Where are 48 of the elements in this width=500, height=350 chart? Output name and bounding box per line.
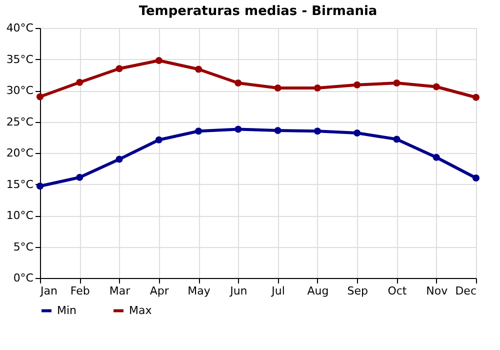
y-tick-label: 10°C (6, 209, 34, 222)
point (314, 128, 321, 135)
point (432, 154, 440, 161)
x-tick-label: Feb (70, 284, 90, 298)
point (274, 126, 282, 134)
point (36, 93, 44, 100)
x-tick-label: Jan (40, 284, 58, 298)
x-tick-label: Mar (109, 284, 131, 298)
x-tick-label: May (188, 284, 211, 298)
legend-label: Min (57, 304, 77, 317)
point (354, 81, 361, 88)
legend-label: Max (129, 304, 152, 317)
point (116, 156, 123, 163)
point (432, 83, 440, 90)
point (234, 126, 242, 133)
point (274, 84, 282, 92)
x-tick-label: Jul (270, 284, 285, 298)
x-tick-label: Apr (150, 284, 170, 298)
point (155, 136, 162, 144)
point (314, 84, 321, 92)
point (472, 94, 480, 101)
point (155, 56, 162, 64)
x-tick-label: Sep (347, 284, 368, 298)
point (393, 136, 400, 143)
y-tick-label: 40°C (6, 22, 34, 34)
point (472, 174, 480, 182)
point (195, 66, 202, 73)
y-tick-label: 20°C (6, 146, 34, 160)
y-tick-label: 35°C (6, 52, 34, 66)
y-tick-label: 30°C (6, 84, 34, 97)
x-tick-label: Jun (229, 284, 248, 298)
y-tick-label: 0°C (13, 272, 34, 284)
point (195, 128, 202, 135)
point (354, 129, 361, 137)
chart-title: Temperaturas medias - Birmania (138, 4, 378, 19)
point (36, 182, 44, 190)
x-tick-label: Nov (426, 284, 448, 298)
y-tick-label: 25°C (6, 115, 34, 128)
x-tick-label: Oct (388, 284, 408, 298)
x-tick-label: Aug (307, 284, 329, 298)
point (76, 78, 84, 86)
x-tick-label: Dec (455, 284, 476, 298)
point (234, 79, 242, 87)
point (116, 65, 123, 72)
y-tick-label: 5°C (13, 240, 34, 254)
point (393, 79, 400, 87)
y-tick-label: 15°C (6, 178, 34, 191)
point (76, 174, 84, 181)
